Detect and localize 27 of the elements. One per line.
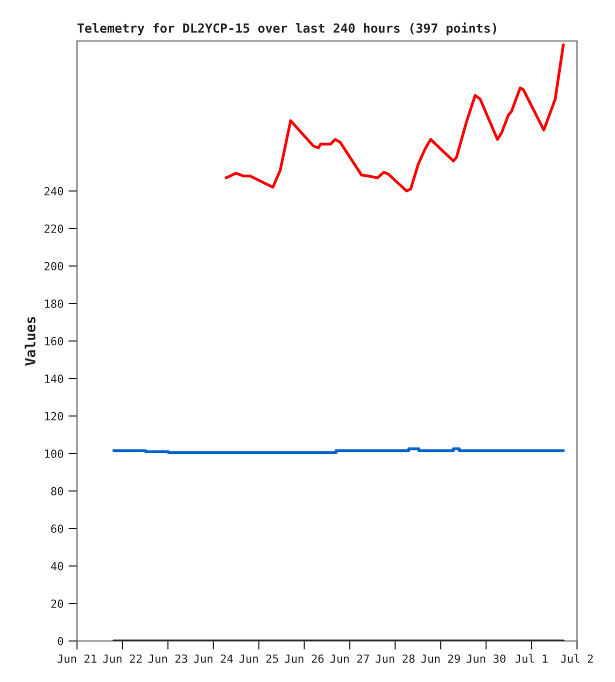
x-tick-label: Jun 25 xyxy=(239,654,278,663)
x-tick-label: Jun 26 xyxy=(284,654,324,663)
y-tick-label: 40 xyxy=(50,562,64,570)
y-tick-label: 20 xyxy=(51,600,64,608)
y-tick-label: 100 xyxy=(45,450,64,458)
x-tick-label: Jul 2 xyxy=(560,654,593,663)
x-tick-label: Jun 27 xyxy=(330,654,369,663)
y-tick-label: 200 xyxy=(44,262,64,270)
chart-title: Telemetry for DL2YCP-15 over last 240 hours (397 points) xyxy=(78,22,496,36)
x-tick-label: Jun 28 xyxy=(376,654,415,663)
x-tick-label: Jun 24 xyxy=(194,654,233,663)
y-tick-label: 60 xyxy=(51,524,64,533)
y-tick-label: 160 xyxy=(45,337,64,346)
y-tick-label: 240 xyxy=(44,187,64,196)
y-tick-label: 180 xyxy=(45,300,64,308)
y-tick-label: 0 xyxy=(58,637,64,646)
x-tick-label: Jun 21 xyxy=(58,654,96,663)
y-tick-label: 80 xyxy=(51,487,64,496)
y-tick-label: 220 xyxy=(44,224,64,233)
x-tick-label: Jun 22 xyxy=(102,654,142,663)
y-axis-title: Values xyxy=(24,317,36,366)
x-tick-label: Jun 30 xyxy=(466,654,506,663)
y-tick-label: 140 xyxy=(45,374,64,383)
x-tick-label: Jul 1 xyxy=(515,654,548,663)
x-tick-label: Jun 23 xyxy=(148,654,188,663)
x-tick-label: Jun 29 xyxy=(421,654,460,663)
y-tick-label: 120 xyxy=(45,412,64,420)
